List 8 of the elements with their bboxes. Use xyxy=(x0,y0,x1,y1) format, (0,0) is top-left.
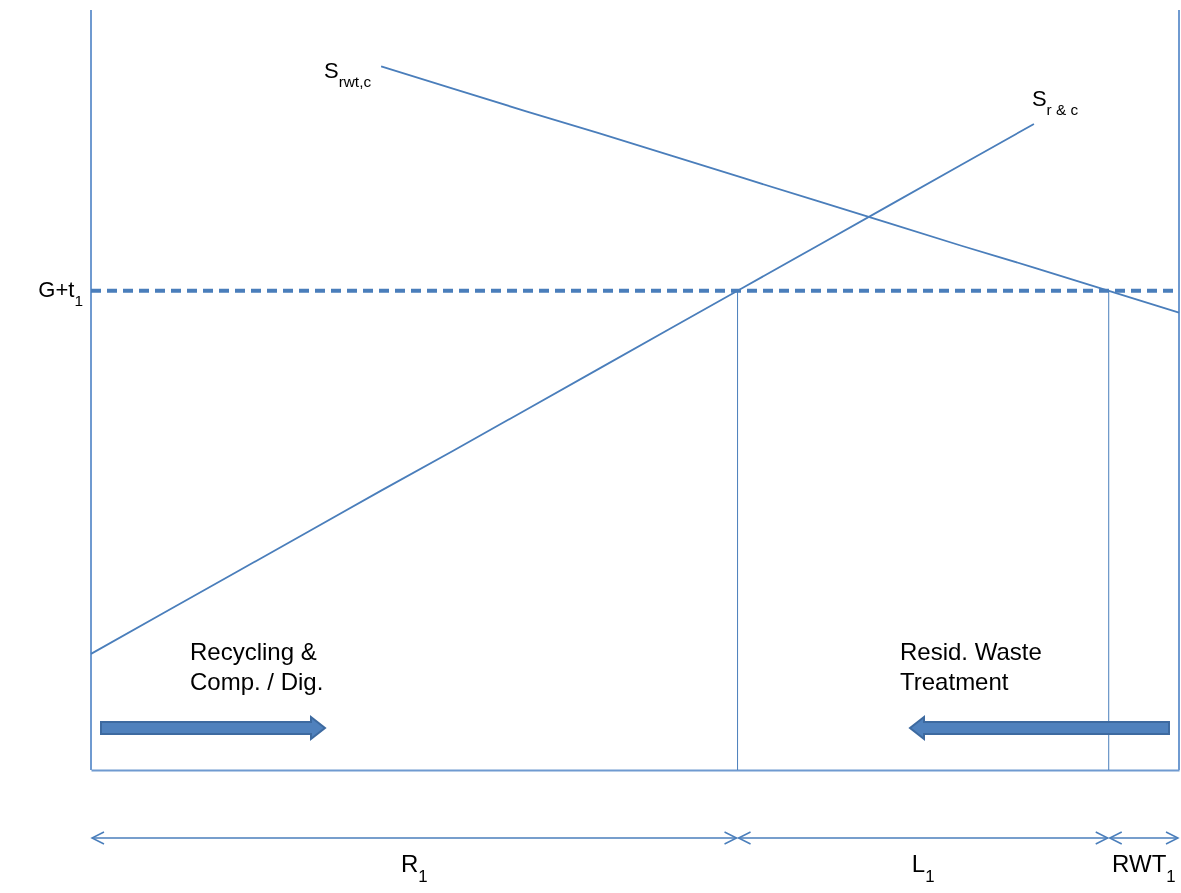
text: RWT$_{1}$ xyxy=(1112,850,1176,886)
annotation: Recycling & Comp. / Dig. xyxy=(190,638,324,695)
text: L$_{1}$ xyxy=(911,850,935,886)
series-label: S$_{r & c}$ xyxy=(1031,86,1079,118)
annotation: Resid. Waste Treatment xyxy=(900,638,1042,695)
series-label: S$_{rwt,c}$ xyxy=(323,58,372,90)
text: R$_{1}$ xyxy=(400,850,428,886)
ref-line-label: G+t$_{1}$ xyxy=(38,276,83,309)
